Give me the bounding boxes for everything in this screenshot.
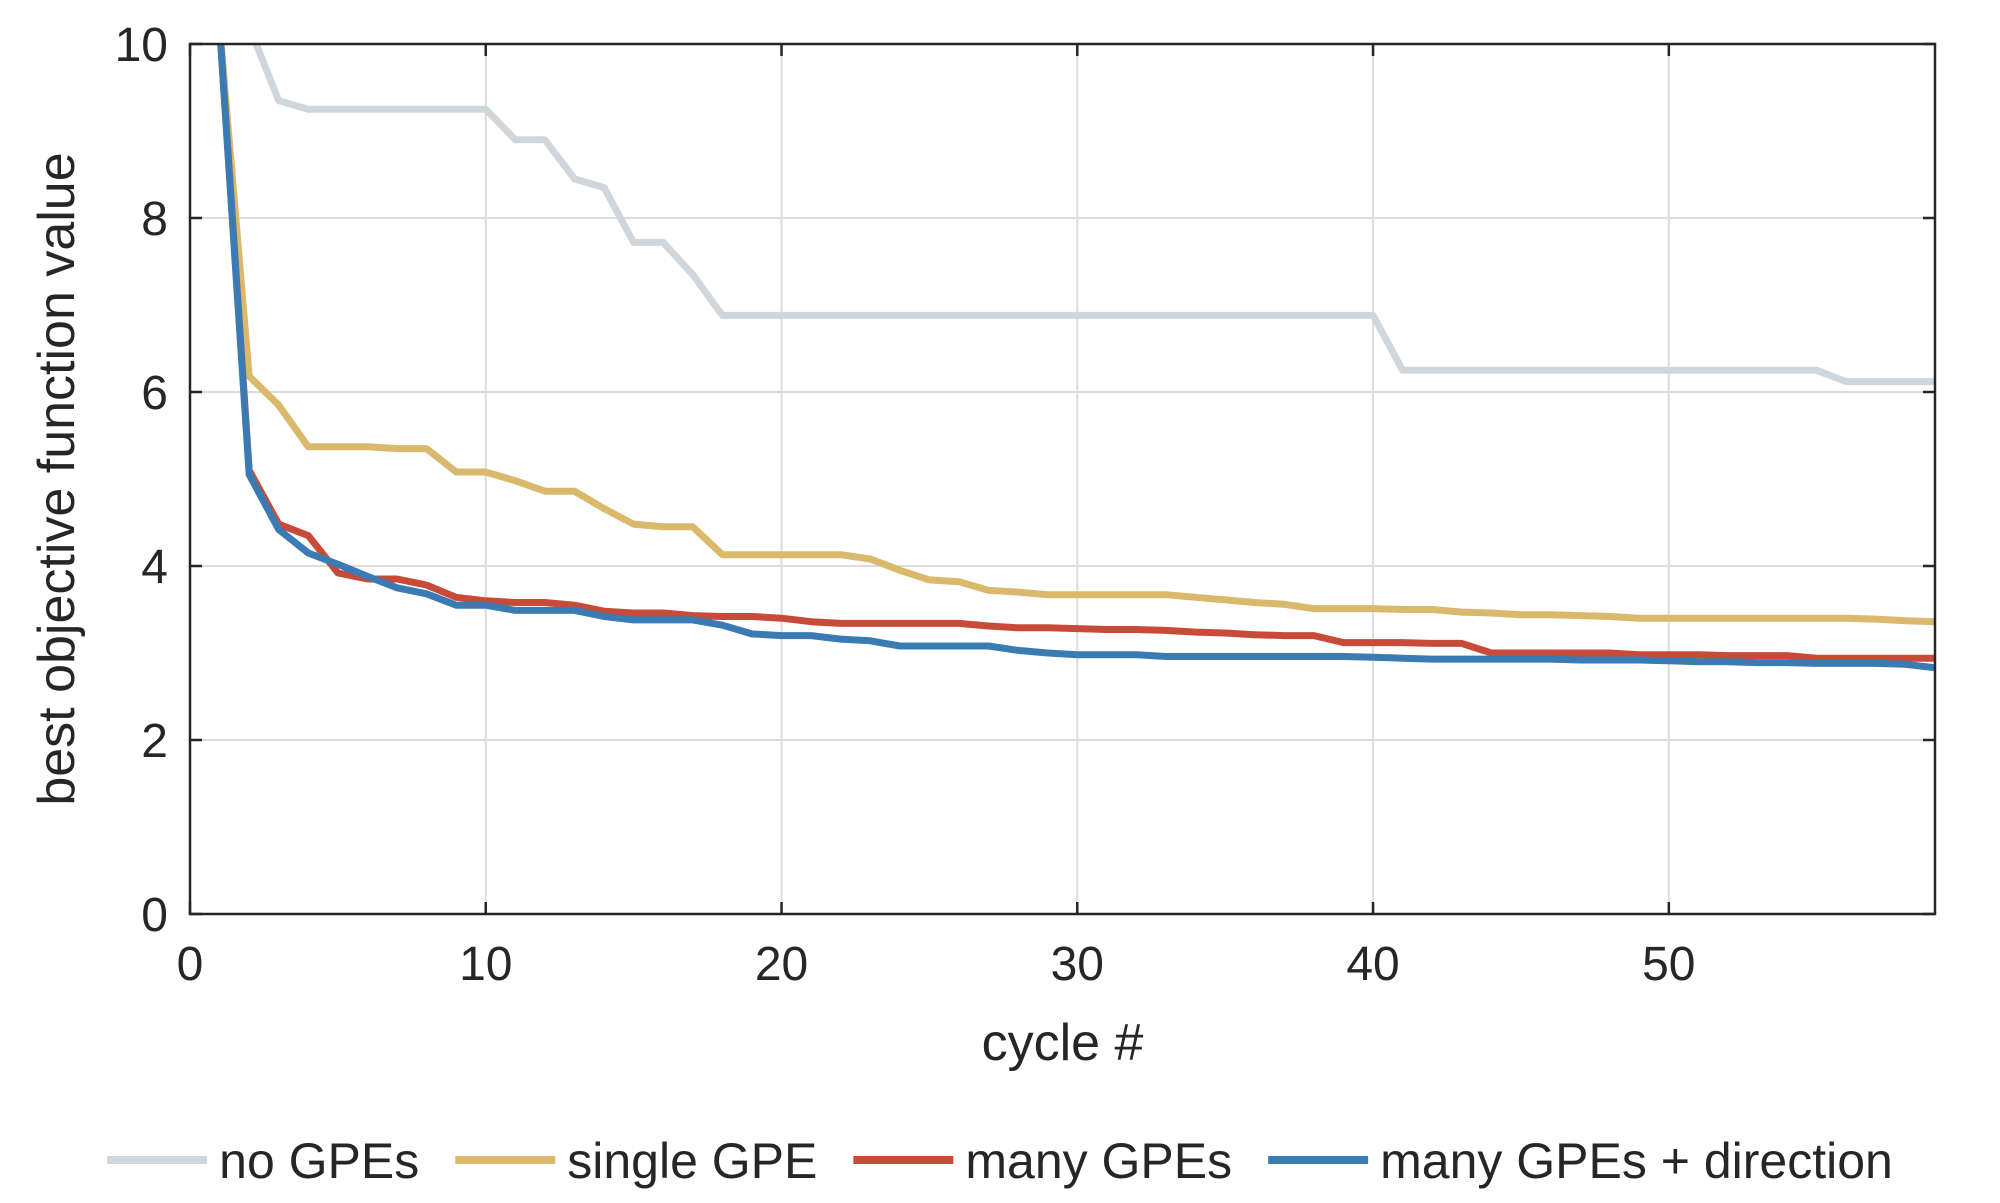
- x-tick-label: 20: [755, 938, 808, 991]
- axis-ticks: 0 10 20 30 40 50 0 2 4 6 8 10: [115, 19, 1935, 991]
- legend-label: no GPEs: [219, 1133, 419, 1189]
- y-tick-label: 6: [141, 367, 168, 420]
- y-tick-label: 8: [141, 193, 168, 246]
- legend-item-1: single GPE: [455, 1133, 817, 1189]
- legend-label: single GPE: [567, 1133, 817, 1189]
- plot-lines: [217, 44, 1935, 672]
- x-tick-label: 10: [459, 938, 512, 991]
- legend-item-3: many GPEs + direction: [1268, 1133, 1893, 1189]
- y-axis-label: best objective function value: [28, 152, 86, 805]
- plot-frame: [188, 42, 1937, 916]
- y-tick-label: 2: [141, 715, 168, 768]
- series-line-0: [252, 44, 1935, 386]
- series-line-3: [217, 44, 1935, 672]
- x-tick-label: 50: [1642, 938, 1695, 991]
- legend-item-0: no GPEs: [107, 1133, 419, 1189]
- grid-lines: [190, 44, 1935, 914]
- x-tick-label: 30: [1051, 938, 1104, 991]
- legend: no GPEs single GPE many GPEs many GPEs + di…: [107, 1133, 1893, 1189]
- y-tick-label: 4: [141, 541, 168, 594]
- series-line-2: [217, 44, 1935, 662]
- x-tick-label: 0: [177, 938, 204, 991]
- legend-item-2: many GPEs: [853, 1133, 1232, 1189]
- y-tick-label: 0: [141, 889, 168, 942]
- x-tick-label: 40: [1346, 938, 1399, 991]
- legend-label: many GPEs + direction: [1380, 1133, 1893, 1189]
- y-tick-label: 10: [115, 19, 168, 72]
- series-line-1: [217, 44, 1935, 626]
- x-axis-label: cycle #: [982, 1014, 1144, 1072]
- legend-label: many GPEs: [965, 1133, 1232, 1189]
